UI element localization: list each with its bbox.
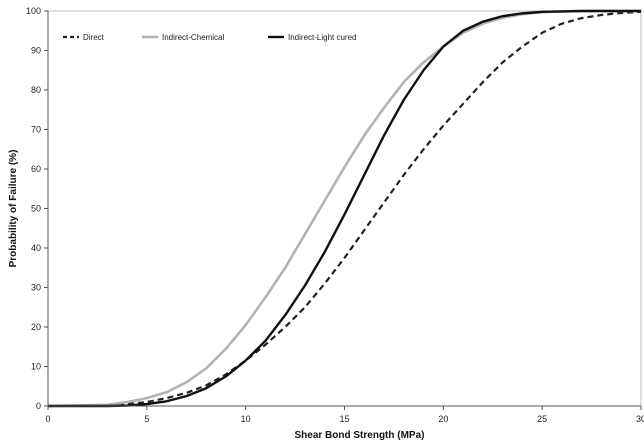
y-tick-label: 0 [36,401,41,411]
y-tick-label: 40 [31,243,41,253]
legend: Direct Indirect-Chemical Indirect-Light cu… [63,33,356,42]
x-axis-title: Shear Bond Strength (MPa) [294,430,424,441]
x-tick-label: 5 [144,414,149,424]
x-tick-label: 15 [339,414,349,424]
axes: 0 5 10 15 20 25 30 0 10 20 30 40 50 60 70 80 90 100 [26,6,644,424]
series-line-indirect-chemical [47,9,641,408]
x-tick-label: 30 [636,414,644,424]
series-line-direct [47,10,642,408]
y-tick-label: 30 [31,283,41,293]
y-tick-label: 70 [31,125,41,135]
y-tick-label: 10 [31,362,41,372]
series-line-indirect-light-cured [48,9,641,408]
y-tick-label: 80 [31,85,41,95]
y-tick-label: 50 [31,204,41,214]
x-tick-label: 0 [45,414,50,424]
x-tick-label: 10 [241,414,251,424]
plot-frame [47,10,642,407]
y-tick-label: 100 [26,6,41,16]
x-tick-label: 20 [438,414,448,424]
x-tick-label: 25 [537,414,547,424]
legend-label: Indirect-Light cured [288,33,356,42]
y-tick-label: 90 [31,46,41,56]
legend-label: Direct [83,33,105,42]
legend-label: Indirect-Chemical [162,33,224,42]
y-axis-title: Probability of Failure (%) [8,150,19,268]
series-layer [47,9,642,408]
y-tick-label: 20 [31,322,41,332]
y-tick-label: 60 [31,164,41,174]
plot-area [47,10,642,407]
